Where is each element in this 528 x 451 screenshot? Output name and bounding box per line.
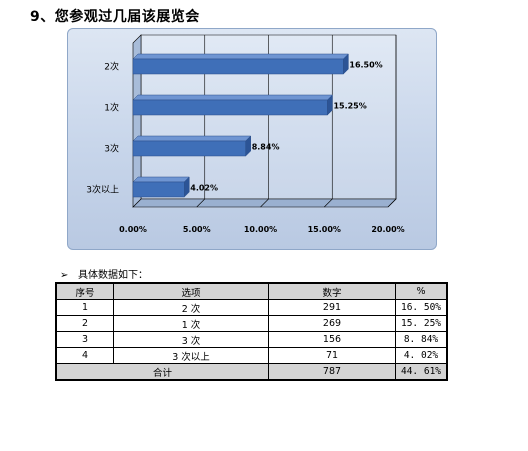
gridline-floor <box>387 198 397 208</box>
table-row: 1 2 次 291 16. 50% <box>55 299 448 316</box>
bar <box>132 99 328 116</box>
category-label: 3次 <box>104 143 119 155</box>
category-label: 3次以上 <box>86 184 119 196</box>
header-option: 选项 <box>113 282 269 300</box>
bar <box>132 140 246 157</box>
data-label: 4.02% <box>190 184 218 193</box>
total-label: 合计 <box>55 363 269 381</box>
row-percent: 16. 50% <box>395 299 448 316</box>
bar-top <box>132 53 349 60</box>
data-label: 16.50% <box>349 61 382 70</box>
x-tick-label: 0.00% <box>119 225 147 234</box>
row-index: 4 <box>55 347 114 364</box>
bar <box>132 58 344 75</box>
bar-chart: 0.00% 5.00% 10.00% 15.00% 20.00% 2次 16.50% 1次 15… <box>86 34 405 234</box>
category-label: 1次 <box>104 102 119 114</box>
row-index: 3 <box>55 331 114 348</box>
bar <box>132 181 185 198</box>
category-label: 2次 <box>104 61 119 73</box>
bar-end <box>184 176 190 198</box>
chart-frame: 0.00% 5.00% 10.00% 15.00% 20.00% 2次 16.50% 1次 15… <box>67 28 437 250</box>
row-count: 269 <box>268 315 396 332</box>
data-note: ➢ 具体数据如下： <box>60 266 148 281</box>
row-option: 1 次 <box>113 315 269 332</box>
gridline-floor <box>196 198 205 208</box>
question-title: 9、您参观过几届该展览会 <box>30 9 200 25</box>
total-percent: 44. 61% <box>395 363 448 381</box>
bar-top <box>132 176 190 183</box>
x-tick-label: 20.00% <box>371 225 404 234</box>
table-row: 4 3 次以上 71 4. 02% <box>55 347 448 364</box>
row-percent: 15. 25% <box>395 315 448 332</box>
row-count: 71 <box>268 347 396 364</box>
bar-top <box>132 94 334 101</box>
bar-end <box>343 53 349 75</box>
x-tick-label: 10.00% <box>244 225 277 234</box>
bar-end <box>245 135 251 157</box>
row-option: 2 次 <box>113 299 269 316</box>
table-row: 3 3 次 156 8. 84% <box>55 331 448 348</box>
header-count: 数字 <box>268 282 396 300</box>
row-count: 156 <box>268 331 396 348</box>
x-tick-label: 15.00% <box>308 225 341 234</box>
row-percent: 8. 84% <box>395 331 448 348</box>
table-total-row: 合计 787 44. 61% <box>55 363 448 381</box>
gridline-floor <box>260 198 269 208</box>
table-header-row: 序号 选项 数字 % <box>55 282 448 300</box>
row-option: 3 次 <box>113 331 269 348</box>
arrow-bullet-icon: ➢ <box>60 270 69 281</box>
x-tick-label: 5.00% <box>183 225 211 234</box>
data-table: 序号 选项 数字 % 1 2 次 291 16. 50% 2 1 次 269 1… <box>55 282 448 381</box>
row-index: 2 <box>55 315 114 332</box>
row-option: 3 次以上 <box>113 347 269 364</box>
header-index: 序号 <box>55 282 114 300</box>
data-note-text: 具体数据如下： <box>78 270 148 281</box>
bar-end <box>327 94 333 116</box>
row-percent: 4. 02% <box>395 347 448 364</box>
table-row: 2 1 次 269 15. 25% <box>55 315 448 332</box>
row-count: 291 <box>268 299 396 316</box>
bar-top <box>132 135 252 142</box>
data-label: 15.25% <box>333 102 366 111</box>
row-index: 1 <box>55 299 114 316</box>
data-label: 8.84% <box>252 143 280 152</box>
total-count: 787 <box>268 363 396 381</box>
gridline-floor <box>324 198 333 208</box>
header-percent: % <box>395 282 448 300</box>
